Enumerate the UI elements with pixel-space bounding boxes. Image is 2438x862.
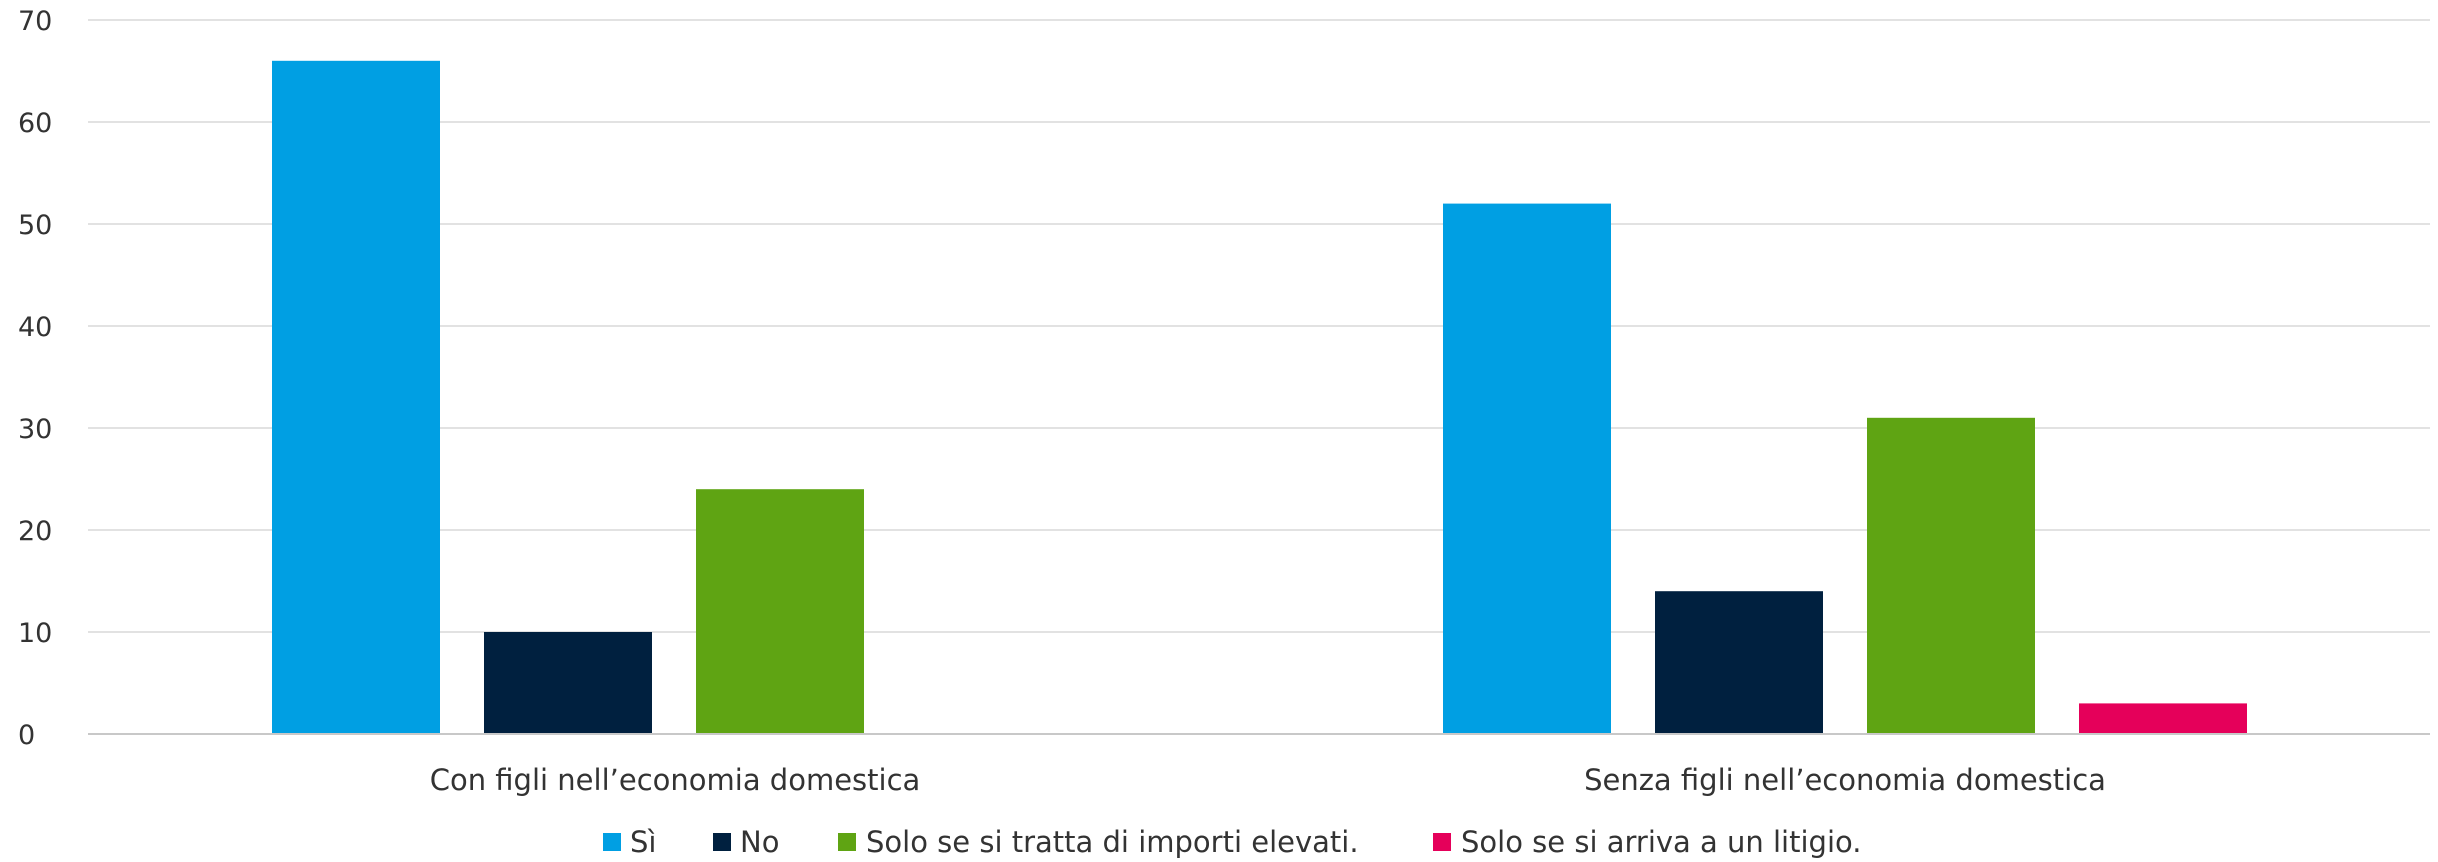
bars <box>272 60 2247 735</box>
category-label-con-figli: Con figli nell’economia domestica <box>430 763 921 797</box>
legend-item-si[interactable]: Sì <box>603 825 656 859</box>
bar-s-1[interactable] <box>1443 203 1611 735</box>
y-tick-label: 50 <box>18 210 52 241</box>
legend-label-importi-elevati: Solo se si tratta di importi elevati. <box>866 825 1359 859</box>
bar-no-1[interactable] <box>1655 591 1823 734</box>
legend-label-si: Sì <box>630 825 656 859</box>
y-tick-label: 0 <box>18 720 35 751</box>
y-tick-label: 60 <box>18 108 52 139</box>
y-tick-label: 30 <box>18 414 52 445</box>
legend-item-no[interactable]: No <box>713 825 779 859</box>
bar-solo-se-si-arriva-a-un-litigio-1[interactable] <box>2079 703 2247 734</box>
y-tick-label: 70 <box>18 6 52 37</box>
legend-label-litigio: Solo se si arriva a un litigio. <box>1461 825 1861 859</box>
legend-swatch-importi-elevati <box>838 833 856 851</box>
legend-swatch-litigio <box>1433 833 1451 851</box>
x-axis-categories: Con figli nell’economia domestica Senza … <box>430 763 2106 797</box>
category-label-senza-figli: Senza figli nell’economia domestica <box>1584 763 2106 797</box>
legend-item-litigio[interactable]: Solo se si arriva a un litigio. <box>1433 825 1861 859</box>
legend-swatch-no <box>713 833 731 851</box>
bar-solo-se-si-tratta-di-importi-elevati-1[interactable] <box>1867 417 2035 734</box>
bar-solo-se-si-tratta-di-importi-elevati-0[interactable] <box>696 489 864 734</box>
y-tick-label: 10 <box>18 618 52 649</box>
y-tick-label: 20 <box>18 516 52 547</box>
legend-label-no: No <box>740 825 779 859</box>
legend-swatch-si <box>603 833 621 851</box>
legend: Sì No Solo se si tratta di importi eleva… <box>603 825 1861 859</box>
gridlines <box>88 19 2430 633</box>
legend-item-importi-elevati[interactable]: Solo se si tratta di importi elevati. <box>838 825 1359 859</box>
y-axis-ticks: 0 10 20 30 40 50 60 70 <box>18 6 52 751</box>
bar-no-0[interactable] <box>484 632 652 734</box>
y-tick-label: 40 <box>18 312 52 343</box>
bar-s-0[interactable] <box>272 60 440 735</box>
